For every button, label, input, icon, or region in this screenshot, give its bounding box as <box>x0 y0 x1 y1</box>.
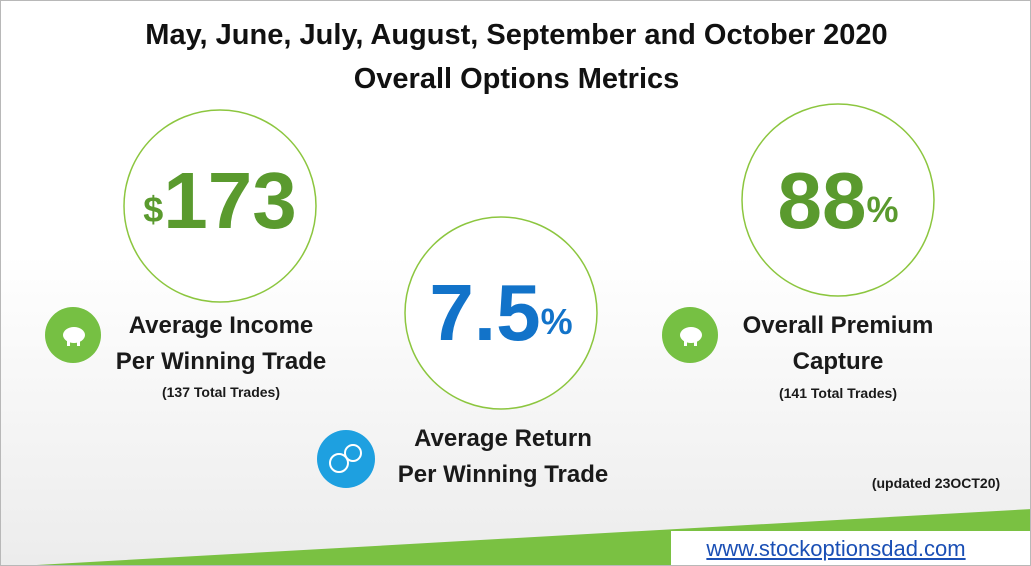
suffix: % <box>866 189 899 230</box>
note: (137 Total Trades) <box>161 384 280 400</box>
value: 173 <box>163 156 297 245</box>
suffix: % <box>540 301 573 342</box>
url-box <box>671 531 1030 565</box>
piggy-icon <box>45 307 101 363</box>
circle <box>741 103 935 297</box>
prefix: $ <box>143 189 164 230</box>
circle <box>404 216 598 410</box>
url-link[interactable]: www.stockoptionsdad.com <box>706 536 966 561</box>
title: May, June, July, August, September and O… <box>145 19 888 51</box>
coins-icon <box>317 430 375 488</box>
value: 7.5 <box>429 268 541 357</box>
label: Average Return <box>414 425 592 452</box>
label: Overall Premium <box>742 312 934 339</box>
metric-value: 88% <box>738 151 938 251</box>
label: Capture <box>792 348 884 375</box>
note: (141 Total Trades) <box>778 385 897 401</box>
metric-value: $173 <box>120 151 320 251</box>
label: Per Winning Trade <box>397 461 609 488</box>
label: Per Winning Trade <box>115 348 327 375</box>
piggy-icon <box>662 307 718 363</box>
label: Average Income <box>128 312 314 339</box>
updated-note: (updated 23OCT20) <box>871 475 1001 491</box>
metric-value: 7.5% <box>401 263 601 363</box>
circle <box>123 109 317 303</box>
value: 88 <box>777 156 867 245</box>
title: Overall Options Metrics <box>353 63 680 95</box>
